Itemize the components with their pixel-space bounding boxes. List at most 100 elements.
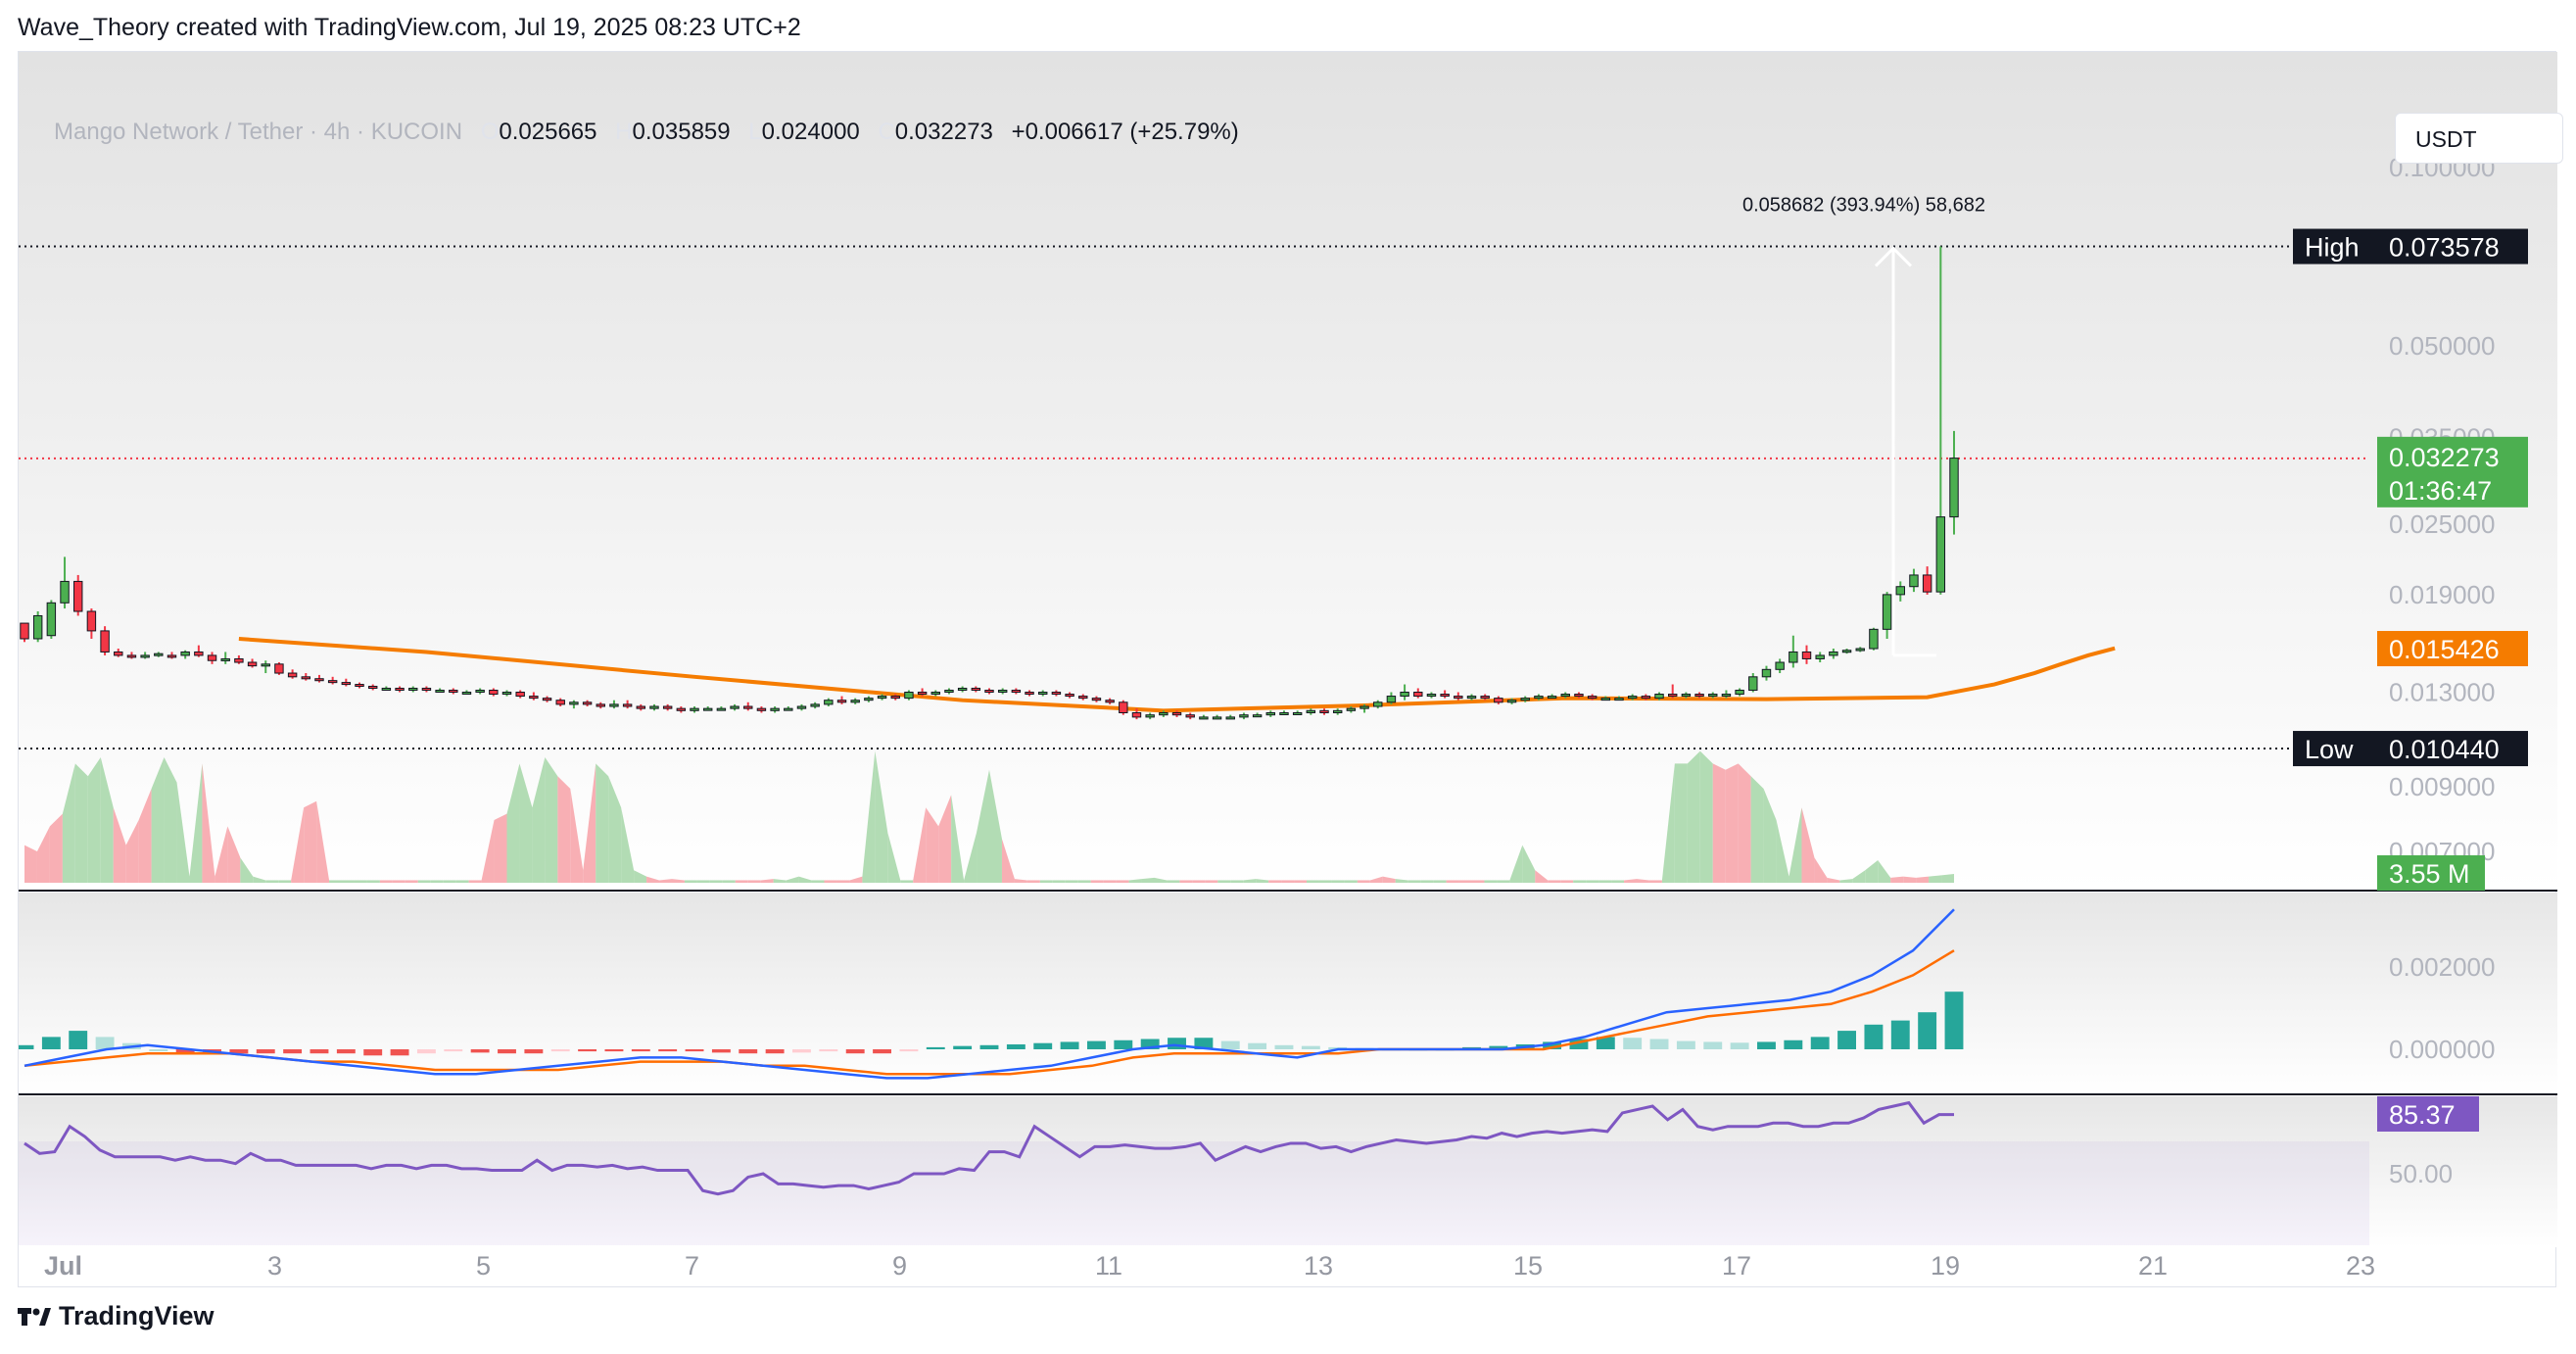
volume-area-segment xyxy=(494,813,507,883)
volume-area-segment xyxy=(62,763,75,883)
candle-down xyxy=(449,689,458,693)
volume-area-segment xyxy=(1039,880,1053,883)
candle-up xyxy=(1145,714,1155,718)
time-axis-tick: 15 xyxy=(1513,1251,1543,1281)
macd-histogram-bar xyxy=(1757,1041,1776,1049)
macd-histogram-bar xyxy=(1623,1038,1643,1049)
volume-area-segment xyxy=(24,845,37,883)
candle-up xyxy=(770,707,780,711)
rsi-line xyxy=(24,1100,1954,1196)
macd-histogram-bar xyxy=(604,1049,624,1052)
macd-histogram-bar xyxy=(283,1049,303,1054)
time-axis-tick: 17 xyxy=(1722,1251,1751,1281)
time-axis-tick: 7 xyxy=(685,1251,699,1281)
candle-up xyxy=(784,707,793,711)
candle-down xyxy=(86,610,97,632)
volume-area-segment xyxy=(1281,880,1295,883)
candle-down xyxy=(1454,696,1463,700)
close-value: 0.032273 xyxy=(894,119,993,145)
candle-down xyxy=(100,630,110,653)
chart-frame: 0.1000000.0500000.0350000.0250000.019000… xyxy=(18,51,2563,1288)
candle-down xyxy=(1440,694,1450,698)
candle-up xyxy=(810,703,820,707)
volume-area-segment xyxy=(1827,877,1840,883)
symbol-name[interactable]: Mango Network / Tether · 4h · KUCOIN xyxy=(54,119,463,145)
macd-histogram-bar xyxy=(1596,1037,1615,1049)
candle-up xyxy=(1681,694,1692,698)
candle-up xyxy=(1748,676,1758,691)
volume-area-segment xyxy=(1090,880,1104,883)
candle-down xyxy=(327,680,338,684)
macd-histogram-bar xyxy=(1248,1042,1267,1049)
candle-down xyxy=(1801,651,1812,659)
tradingview-logo[interactable]: TradingView xyxy=(18,1301,215,1331)
candle-up xyxy=(1306,709,1316,713)
macd-histogram-bar xyxy=(1676,1040,1695,1049)
time-axis-tick: 19 xyxy=(1931,1251,1960,1281)
macd-histogram-bar xyxy=(765,1049,785,1054)
ema-price-tag-value: 0.015426 xyxy=(2389,635,2500,664)
volume-area-segment xyxy=(735,880,748,883)
volume-area-segment xyxy=(1535,870,1549,883)
volume-area-segment xyxy=(786,876,799,883)
volume-area-segment xyxy=(570,789,584,883)
volume-area-segment xyxy=(532,757,546,883)
volume-area-segment xyxy=(1929,875,1942,883)
candle-up xyxy=(1279,711,1289,715)
volume-area-segment xyxy=(1509,845,1523,883)
macd-histogram-bar xyxy=(175,1049,195,1054)
volume-area-segment xyxy=(1560,880,1574,883)
volume-value: 3.55 M xyxy=(2389,859,2470,889)
volume-area-segment xyxy=(1318,880,1332,883)
candle-down xyxy=(114,651,123,656)
candle-down xyxy=(167,654,177,658)
volume-area-segment xyxy=(215,826,228,883)
candle-up xyxy=(997,689,1008,693)
rsi-pane-background xyxy=(19,1096,2557,1247)
macd-histogram-bar xyxy=(685,1049,704,1052)
volume-area-segment xyxy=(1750,776,1764,883)
macd-histogram-bar xyxy=(926,1046,945,1049)
candle-up xyxy=(1212,716,1222,720)
candle-up xyxy=(60,580,70,604)
volume-area-segment xyxy=(1052,880,1066,883)
open-value: 0.025665 xyxy=(499,119,597,145)
macd-histogram-bar xyxy=(550,1049,570,1052)
volume-area-segment xyxy=(1433,880,1447,883)
volume-area-segment xyxy=(671,879,685,883)
trading-chart[interactable]: 0.1000000.0500000.0350000.0250000.019000… xyxy=(19,52,2557,1288)
volume-area-segment xyxy=(430,880,444,883)
currency-button[interactable]: USDT xyxy=(2395,113,2563,164)
candle-down xyxy=(622,703,633,707)
volume-area-segment xyxy=(1497,880,1510,883)
candle-down xyxy=(1131,711,1142,718)
volume-area-segment xyxy=(417,880,431,883)
candle-down xyxy=(367,685,378,689)
volume-area-segment xyxy=(1890,876,1904,883)
macd-histogram-bar xyxy=(1114,1040,1133,1049)
candle-down xyxy=(1011,689,1022,693)
volume-area-segment xyxy=(304,800,317,883)
volume-area-segment xyxy=(1268,880,1282,883)
candle-up xyxy=(1038,691,1048,696)
macd-histogram-bar xyxy=(1918,1012,1937,1049)
candle-up xyxy=(824,700,834,705)
candle-up xyxy=(1909,574,1919,588)
volume-area-segment xyxy=(36,826,50,883)
candle-up xyxy=(1400,691,1409,698)
macd-histogram-bar xyxy=(1194,1038,1214,1049)
volume-area-segment xyxy=(760,879,774,883)
ema-price-tag: 0.015426 xyxy=(2377,631,2528,667)
candle-up xyxy=(381,687,392,691)
volume-area-segment xyxy=(1586,880,1599,883)
volume-area-segment xyxy=(1205,880,1218,883)
candle-down xyxy=(743,705,753,709)
candle-up xyxy=(1841,650,1852,653)
candle-up xyxy=(1506,700,1517,703)
macd-histogram-bar xyxy=(336,1049,356,1054)
volume-area-segment xyxy=(329,880,343,883)
time-axis-tick: 3 xyxy=(267,1251,282,1281)
candle-up xyxy=(1654,694,1664,700)
volume-area-segment xyxy=(1624,879,1637,883)
volume-area-segment xyxy=(634,870,647,883)
